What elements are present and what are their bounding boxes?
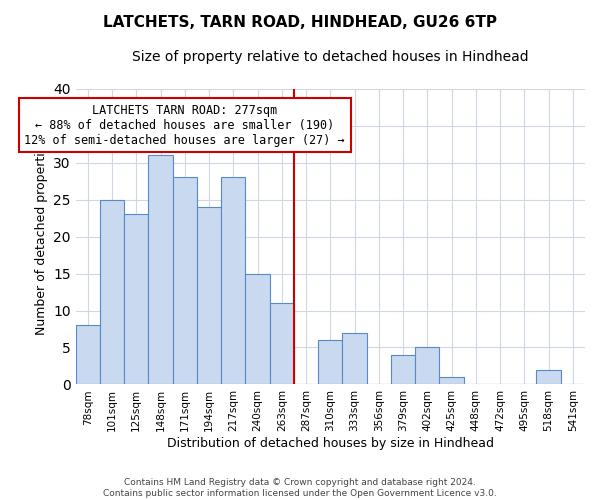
Bar: [343, 332, 367, 384]
Bar: [173, 178, 197, 384]
Bar: [536, 370, 561, 384]
Bar: [124, 214, 148, 384]
Bar: [197, 207, 221, 384]
Text: Contains HM Land Registry data © Crown copyright and database right 2024.
Contai: Contains HM Land Registry data © Crown c…: [103, 478, 497, 498]
Title: Size of property relative to detached houses in Hindhead: Size of property relative to detached ho…: [132, 50, 529, 64]
Bar: [100, 200, 124, 384]
Text: LATCHETS TARN ROAD: 277sqm
← 88% of detached houses are smaller (190)
12% of sem: LATCHETS TARN ROAD: 277sqm ← 88% of deta…: [25, 104, 345, 146]
Bar: [148, 156, 173, 384]
Bar: [318, 340, 343, 384]
Text: LATCHETS, TARN ROAD, HINDHEAD, GU26 6TP: LATCHETS, TARN ROAD, HINDHEAD, GU26 6TP: [103, 15, 497, 30]
Bar: [391, 355, 415, 384]
Bar: [270, 303, 294, 384]
Bar: [76, 326, 100, 384]
Bar: [415, 348, 439, 385]
Bar: [221, 178, 245, 384]
X-axis label: Distribution of detached houses by size in Hindhead: Distribution of detached houses by size …: [167, 437, 494, 450]
Bar: [245, 274, 270, 384]
Y-axis label: Number of detached properties: Number of detached properties: [35, 138, 47, 335]
Bar: [439, 377, 464, 384]
